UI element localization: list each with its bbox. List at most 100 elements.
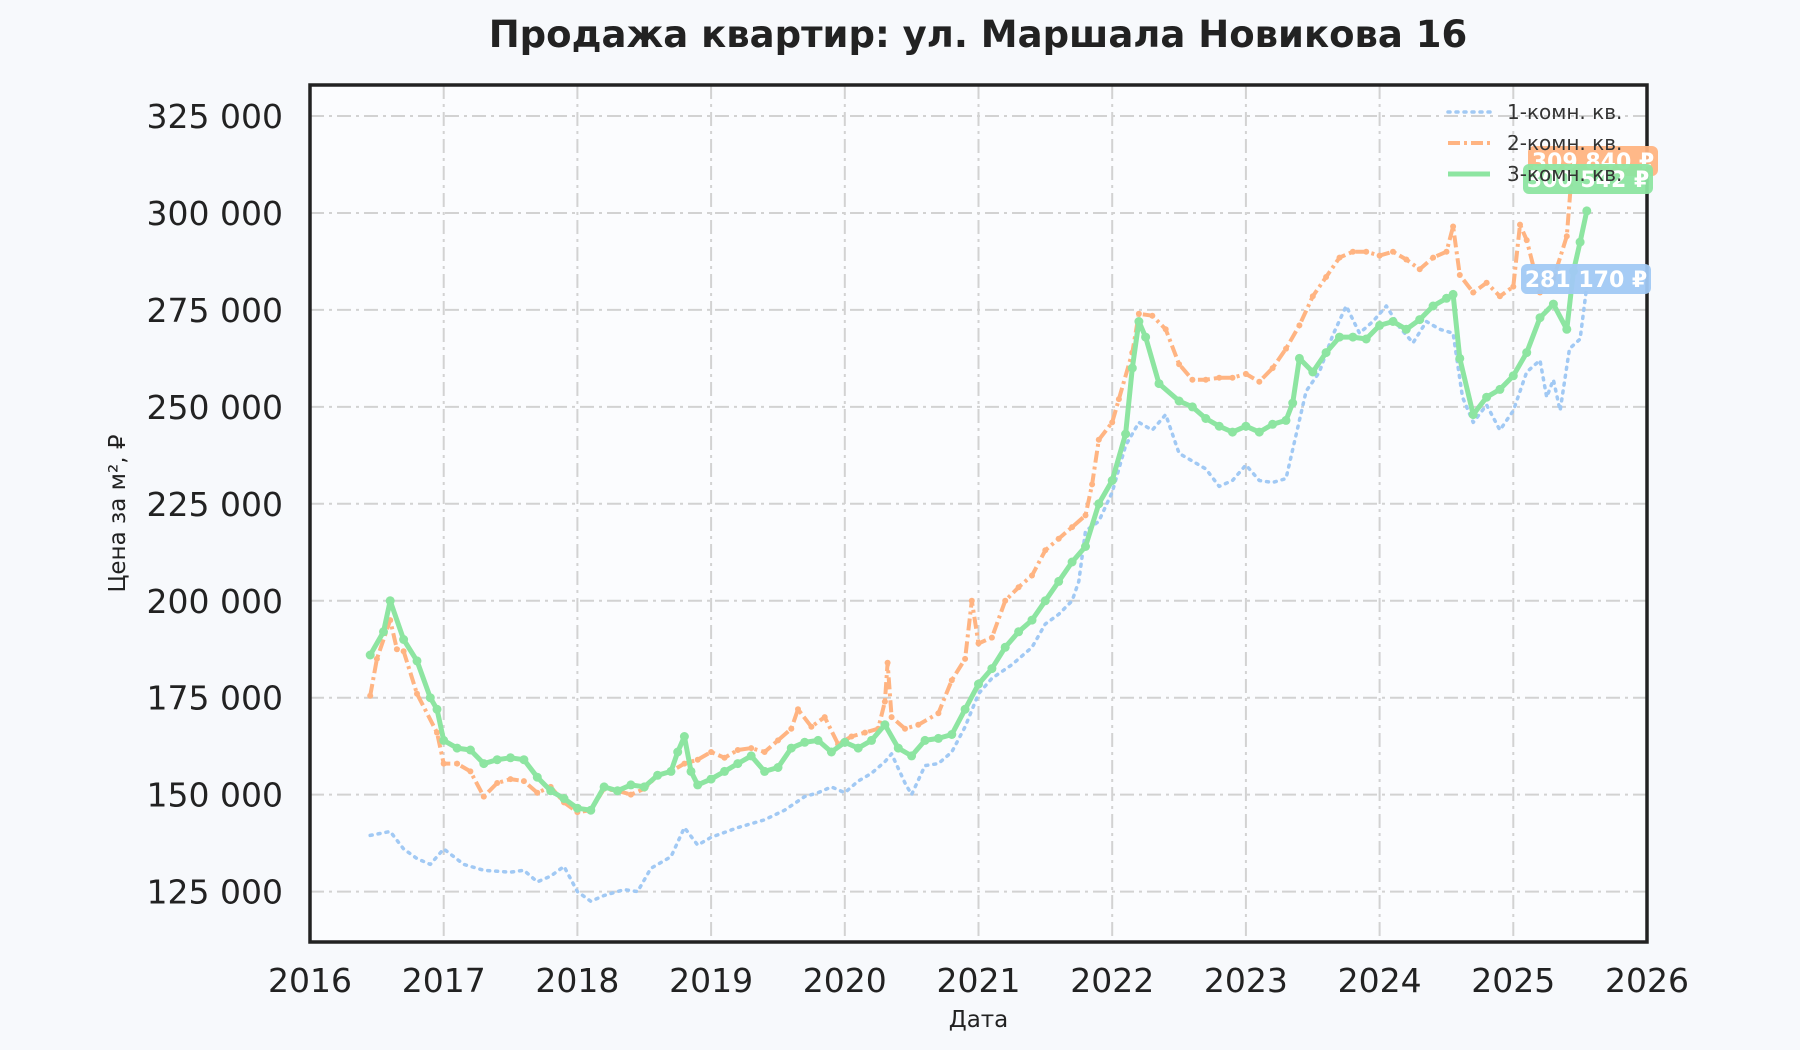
data-point <box>1450 223 1457 230</box>
data-point <box>1067 557 1077 567</box>
data-point <box>1403 256 1410 263</box>
badge-background <box>1521 264 1651 294</box>
data-point <box>974 679 983 689</box>
data-point <box>1216 374 1223 381</box>
y-tick-label: 300 000 <box>147 194 283 233</box>
data-point <box>1335 332 1344 342</box>
data-point <box>1390 248 1396 255</box>
badge-background <box>1523 164 1653 194</box>
data-point <box>1029 572 1035 579</box>
data-point <box>1323 274 1330 280</box>
data-point <box>1496 293 1503 300</box>
data-point <box>962 655 969 662</box>
data-point <box>1428 301 1438 311</box>
data-point <box>1336 254 1343 261</box>
data-point <box>1201 414 1211 423</box>
legend-item-1k[interactable]: 1-комн. кв. <box>1446 100 1622 124</box>
data-point <box>761 749 768 755</box>
data-point <box>1069 524 1076 531</box>
y-tick-label: 250 000 <box>147 388 283 427</box>
x-tick-label: 2017 <box>402 961 486 1000</box>
data-point <box>1081 542 1090 551</box>
legend-label-1k: 1-комн. кв. <box>1507 100 1622 124</box>
y-axis-label: Цена за м², ₽ <box>105 435 131 593</box>
data-point <box>1187 402 1197 412</box>
data-point <box>1134 317 1144 326</box>
series-2k <box>367 147 1590 816</box>
data-point <box>494 780 501 786</box>
data-point <box>1508 371 1518 381</box>
data-point <box>1015 584 1022 591</box>
last-value-badges: 281 170 ₽309 840 ₽300 542 ₽ <box>1521 146 1658 294</box>
data-point <box>1107 476 1117 485</box>
data-point <box>975 640 982 647</box>
data-point <box>1082 512 1089 519</box>
data-point <box>808 723 815 730</box>
data-point <box>1416 266 1423 273</box>
legend-item-2k[interactable]: 2-комн. кв. <box>1448 131 1622 155</box>
data-point <box>1348 332 1358 342</box>
x-tick-label: 2016 <box>268 961 352 1000</box>
data-point <box>666 766 676 776</box>
data-point <box>902 725 908 732</box>
data-point <box>639 782 649 792</box>
y-tick-label: 125 000 <box>147 873 283 912</box>
data-point <box>480 793 487 800</box>
data-point <box>1442 293 1451 303</box>
y-tick-label: 150 000 <box>147 776 283 815</box>
y-tick-label: 275 000 <box>147 291 283 330</box>
data-point <box>1054 576 1064 586</box>
data-point <box>734 747 741 753</box>
data-point <box>1563 233 1570 240</box>
series-line-3k <box>368 210 1590 813</box>
data-point <box>520 778 527 785</box>
data-point <box>987 664 997 674</box>
data-point <box>1189 376 1196 383</box>
data-point <box>1141 332 1151 342</box>
data-point <box>826 747 836 757</box>
data-point <box>867 735 876 745</box>
data-point <box>1468 410 1478 420</box>
data-point <box>613 786 622 796</box>
data-point <box>586 805 596 815</box>
data-point <box>1517 221 1523 228</box>
data-point <box>1582 206 1592 216</box>
data-point <box>1000 642 1010 652</box>
y-tick-label: 200 000 <box>147 582 283 621</box>
data-point <box>1483 279 1490 286</box>
data-point <box>1135 310 1142 317</box>
series-3k <box>365 206 1592 815</box>
data-point <box>1308 367 1318 377</box>
series-layer <box>365 147 1592 904</box>
data-point <box>947 730 957 739</box>
data-point <box>1575 237 1585 247</box>
data-point <box>1309 293 1316 300</box>
x-tick-label: 2019 <box>669 961 753 1000</box>
data-point <box>693 780 703 790</box>
data-point <box>1455 353 1465 363</box>
data-point <box>546 786 556 796</box>
data-point <box>1363 248 1370 255</box>
axis-ticks: 2016 2017 2018 2019 2020 2021 2022 2023 2024 2025… <box>147 97 1689 1000</box>
data-point <box>1121 429 1131 439</box>
data-point <box>519 755 529 765</box>
data-point <box>881 698 888 705</box>
plot-frame <box>308 83 1649 944</box>
data-point <box>1241 421 1251 431</box>
data-point <box>1535 313 1545 323</box>
legend-item-3k[interactable]: 3-комн. кв. <box>1448 162 1622 186</box>
data-point <box>988 634 995 641</box>
y-tick-label: 175 000 <box>147 679 283 718</box>
badge-value: 300 542 ₽ <box>1527 168 1649 193</box>
data-point <box>1296 322 1303 329</box>
data-point <box>506 753 515 763</box>
data-point <box>1415 315 1425 325</box>
data-point <box>1176 361 1183 368</box>
data-point <box>788 725 795 732</box>
data-point <box>1089 481 1096 488</box>
data-point <box>1510 283 1517 290</box>
data-point <box>708 749 715 755</box>
legend[interactable]: 1-комн. кв. 2-комн. кв. 3-комн. кв. <box>1446 100 1622 186</box>
